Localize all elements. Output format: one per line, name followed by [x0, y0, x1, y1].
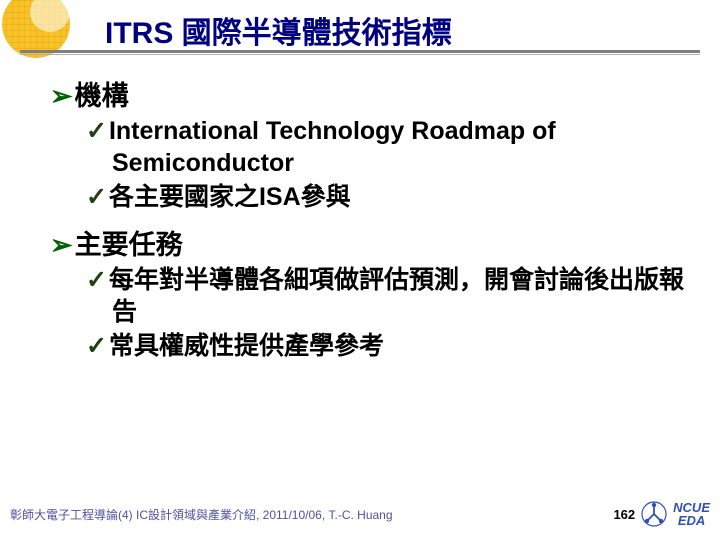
footer-right: 162 NCUE EDA — [613, 501, 710, 528]
check-bullet-icon: ✓ — [86, 332, 107, 360]
item-text: 常具權威性提供產學參考 — [109, 332, 384, 360]
heading-text: 主要任務 — [75, 230, 183, 260]
section-item: ✓各主要國家之ISA參與 — [86, 181, 690, 213]
logo-line1: NCUE — [673, 501, 710, 515]
heading-text: 機構 — [75, 81, 129, 111]
check-bullet-icon: ✓ — [86, 266, 107, 294]
check-bullet-icon: ✓ — [86, 117, 107, 145]
section-item: ✓International Technology Roadmap of Sem… — [86, 115, 690, 179]
arrow-bullet-icon: ➢ — [50, 81, 73, 111]
section-item: ✓常具權威性提供產學參考 — [86, 330, 690, 362]
arrow-bullet-icon: ➢ — [50, 230, 73, 260]
title-underline — [20, 50, 700, 53]
title-bar: ITRS 國際半導體技術指標 — [20, 10, 700, 50]
section-item: ✓每年對半導體各細項做評估預測，開會討論後出版報告 — [86, 264, 690, 328]
content-area: ➢機構 ✓International Technology Roadmap of… — [50, 72, 690, 364]
footer-logo-icon — [641, 501, 667, 527]
section-heading: ➢機構 — [50, 74, 690, 113]
footer: 彰師大電子工程導論(4) IC設計領域與產業介紹, 2011/10/06, T.… — [10, 501, 710, 528]
title-underline-thin — [20, 54, 700, 55]
item-text: 每年對半導體各細項做評估預測，開會討論後出版報告 — [109, 266, 684, 326]
section-heading: ➢主要任務 — [50, 223, 690, 262]
page-number: 162 — [613, 507, 635, 522]
footer-logo-text: NCUE EDA — [673, 501, 710, 528]
logo-line2: EDA — [673, 514, 710, 528]
item-text: 各主要國家之ISA參與 — [109, 183, 351, 211]
slide-title: ITRS 國際半導體技術指標 — [105, 8, 452, 52]
check-bullet-icon: ✓ — [86, 183, 107, 211]
item-text: International Technology Roadmap of Semi… — [109, 117, 556, 177]
footer-credit: 彰師大電子工程導論(4) IC設計領域與產業介紹, 2011/10/06, T.… — [10, 506, 393, 523]
